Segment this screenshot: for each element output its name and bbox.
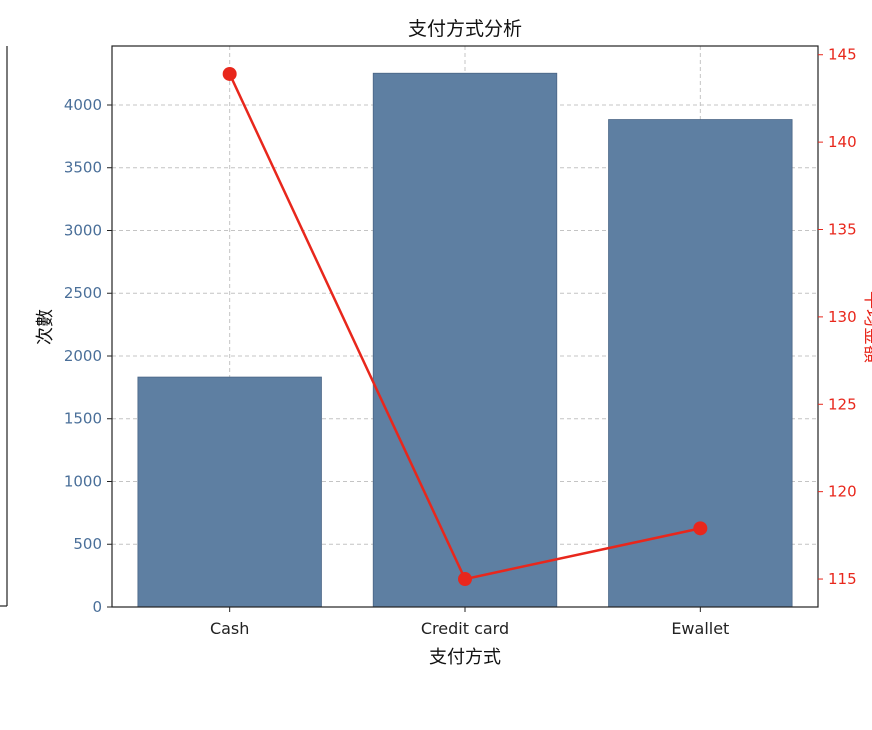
left-tick-label: 2000 [64,347,102,365]
bar-credit-card [372,72,558,608]
x-tick-label: Ewallet [671,619,729,638]
left-tick-label: 3000 [64,221,102,239]
left-y-axis: 0 500 1000 1500 2000 2500 3000 3500 4000 [64,96,112,616]
line-series [222,66,708,587]
y2-axis-label: 平均金額 [861,291,872,363]
x-axis-label: 支付方式 [429,647,501,668]
line-point-credit-card [458,572,472,587]
chart-title: 支付方式分析 [408,18,522,40]
right-tick-label: 125 [828,395,857,413]
bar-cash [137,376,322,608]
left-tick-label: 2500 [64,284,102,302]
x-tick-label: Credit card [421,619,509,638]
line-point-cash [222,66,237,81]
right-tick-label: 120 [828,483,857,501]
right-tick-label: 135 [828,221,857,239]
left-tick-label: 500 [73,535,102,553]
right-tick-label: 115 [828,570,857,588]
left-tick-label: 3500 [64,159,102,177]
left-tick-label: 1000 [64,472,102,490]
right-tick-label: 145 [828,46,857,64]
line-point-ewallet [693,521,708,536]
left-tick-label: 0 [92,598,102,616]
left-tick-label: 4000 [64,96,102,114]
right-tick-label: 130 [828,308,857,326]
left-tick-label: 1500 [64,410,102,428]
x-axis: Cash Credit card Ewallet [210,607,729,638]
y-axis-label: 次數 [35,309,56,345]
right-tick-label: 140 [828,133,857,151]
x-tick-label: Cash [210,619,249,638]
right-y-axis: 115 120 125 130 135 140 145 [818,46,857,588]
